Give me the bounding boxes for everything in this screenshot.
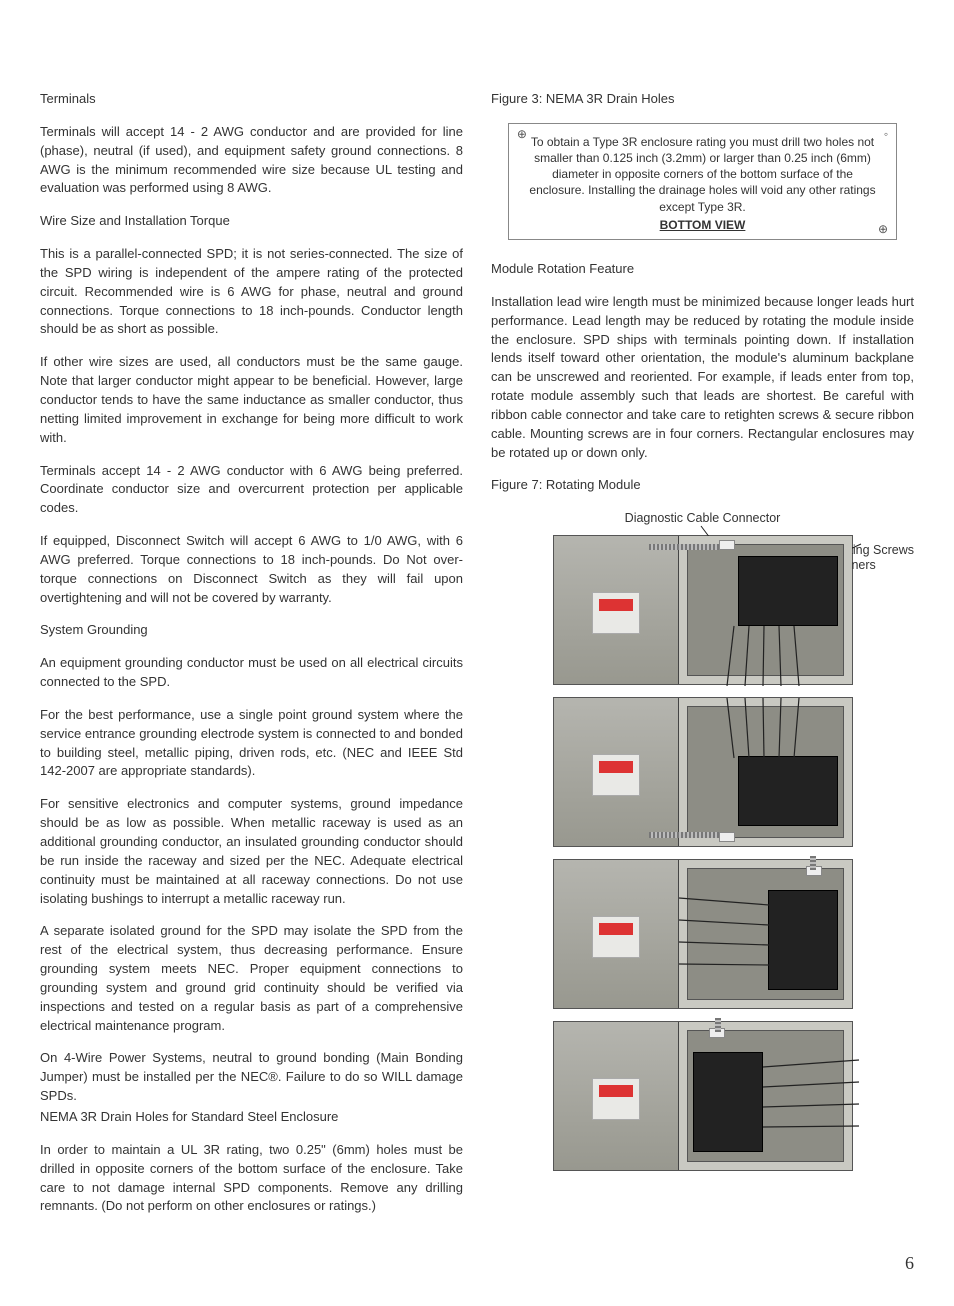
para: Installation lead wire length must be mi… bbox=[491, 293, 914, 463]
figure-7: Diagnostic Cable Connector Mounting Scre… bbox=[491, 509, 914, 1171]
para: A separate isolated ground for the SPD m… bbox=[40, 922, 463, 1035]
para: On 4-Wire Power Systems, neutral to grou… bbox=[40, 1049, 463, 1106]
figure-3-text: To obtain a Type 3R enclosure rating you… bbox=[529, 135, 875, 214]
right-column: Figure 3: NEMA 3R Drain Holes ⊕ ◦ ⊕ To o… bbox=[491, 90, 914, 1230]
drill-mark-icon: ⊕ bbox=[517, 126, 527, 142]
para: For sensitive electronics and computer s… bbox=[40, 795, 463, 908]
enclosure-orientation-left bbox=[553, 859, 853, 1009]
figure-3-bottom-view: BOTTOM VIEW bbox=[527, 217, 878, 233]
para: This is a parallel-connected SPD; it is … bbox=[40, 245, 463, 339]
para: In order to maintain a UL 3R rating, two… bbox=[40, 1141, 463, 1216]
para: If other wire sizes are used, all conduc… bbox=[40, 353, 463, 447]
heading-wire-size: Wire Size and Installation Torque bbox=[40, 212, 463, 231]
heading-drain: NEMA 3R Drain Holes for Standard Steel E… bbox=[40, 1108, 463, 1127]
enclosure-orientation-down bbox=[553, 535, 853, 685]
figure-3-box: ⊕ ◦ ⊕ To obtain a Type 3R enclosure rati… bbox=[508, 123, 897, 240]
figure-7-caption: Figure 7: Rotating Module bbox=[491, 476, 914, 495]
enclosure-orientation-up bbox=[553, 697, 853, 847]
para: If equipped, Disconnect Switch will acce… bbox=[40, 532, 463, 607]
corner-mark-icon: ◦ bbox=[884, 126, 888, 142]
para: Terminals will accept 14 - 2 AWG conduct… bbox=[40, 123, 463, 198]
para: An equipment grounding conductor must be… bbox=[40, 654, 463, 692]
figure-3-caption: Figure 3: NEMA 3R Drain Holes bbox=[491, 90, 914, 109]
drill-mark-icon: ⊕ bbox=[878, 221, 888, 237]
para: For the best performance, use a single p… bbox=[40, 706, 463, 781]
left-column: Terminals Terminals will accept 14 - 2 A… bbox=[40, 90, 463, 1230]
heading-module-rotation: Module Rotation Feature bbox=[491, 260, 914, 279]
para: Terminals accept 14 - 2 AWG conductor wi… bbox=[40, 462, 463, 519]
page-columns: Terminals Terminals will accept 14 - 2 A… bbox=[40, 90, 914, 1230]
heading-terminals: Terminals bbox=[40, 90, 463, 109]
enclosure-orientation-right bbox=[553, 1021, 853, 1171]
heading-grounding: System Grounding bbox=[40, 621, 463, 640]
enclosure-stack bbox=[491, 535, 914, 1171]
page-number: 6 bbox=[40, 1250, 914, 1276]
